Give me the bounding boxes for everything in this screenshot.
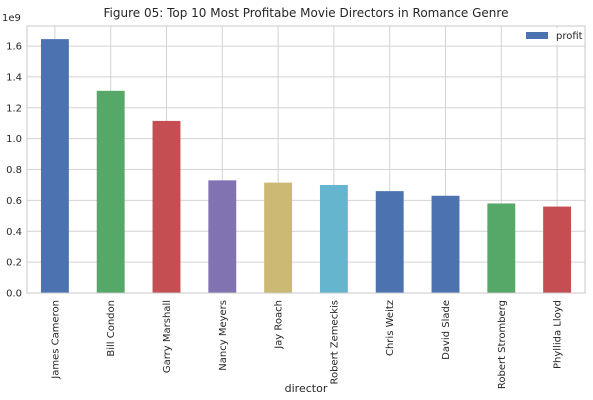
y-tick-labels: 0.0 0.2 0.4 0.6 0.8 1.0 1.2 1.4 1.6 <box>6 42 22 300</box>
bar-chris-weitz <box>375 191 404 293</box>
x-tick-label: Nancy Meyers <box>218 300 229 371</box>
y-tick-label: 0.2 <box>6 258 22 269</box>
bar-garry-marshall <box>152 120 181 293</box>
x-tick-label: Bill Condon <box>106 300 117 357</box>
x-tick-label: James Cameron <box>50 300 61 380</box>
y-tick-label: 1.4 <box>6 72 22 83</box>
legend: profit <box>520 28 583 45</box>
bar-bill-condon <box>96 90 125 294</box>
y-tick-label: 0.6 <box>6 196 22 207</box>
y-tick-label: 1.0 <box>6 134 22 145</box>
x-tick-labels: James Cameron Bill Condon Garry Marshall Na… <box>50 300 563 389</box>
chart-title: Figure 05: Top 10 Most Profitabe Movie D… <box>104 6 509 20</box>
bar-jay-roach <box>264 182 293 293</box>
bar-robert-stromberg <box>487 203 516 293</box>
x-tick-label: Jay Roach <box>274 300 285 350</box>
y-tick-label: 1.6 <box>6 42 22 53</box>
legend-swatch <box>526 32 548 39</box>
bar-james-cameron <box>40 39 69 293</box>
x-tick-label: Garry Marshall <box>162 300 173 373</box>
bar-david-slade <box>431 195 460 293</box>
bar-phyllida-lloyd <box>543 206 572 293</box>
x-tick-label: Robert Zemeckis <box>329 300 340 385</box>
y-offset-label: 1e9 <box>2 13 21 24</box>
plot-frame <box>26 25 586 294</box>
x-tick-label: Robert Stromberg <box>497 300 508 389</box>
x-tick-label: David Slade <box>441 300 452 360</box>
y-tick-label: 0.4 <box>6 227 22 238</box>
y-tick-label: 0.8 <box>6 165 22 176</box>
y-tick-label: 1.2 <box>6 103 22 114</box>
bar-nancy-meyers <box>208 180 237 293</box>
bar-robert-zemeckis <box>319 184 348 293</box>
x-axis-label: director <box>285 382 328 395</box>
x-tick-label: Chris Weitz <box>385 300 396 356</box>
x-tick-label: Phyllida Lloyd <box>553 300 564 369</box>
bars <box>40 39 572 294</box>
legend-label: profit <box>556 31 583 42</box>
y-tick-label: 0.0 <box>6 289 22 300</box>
